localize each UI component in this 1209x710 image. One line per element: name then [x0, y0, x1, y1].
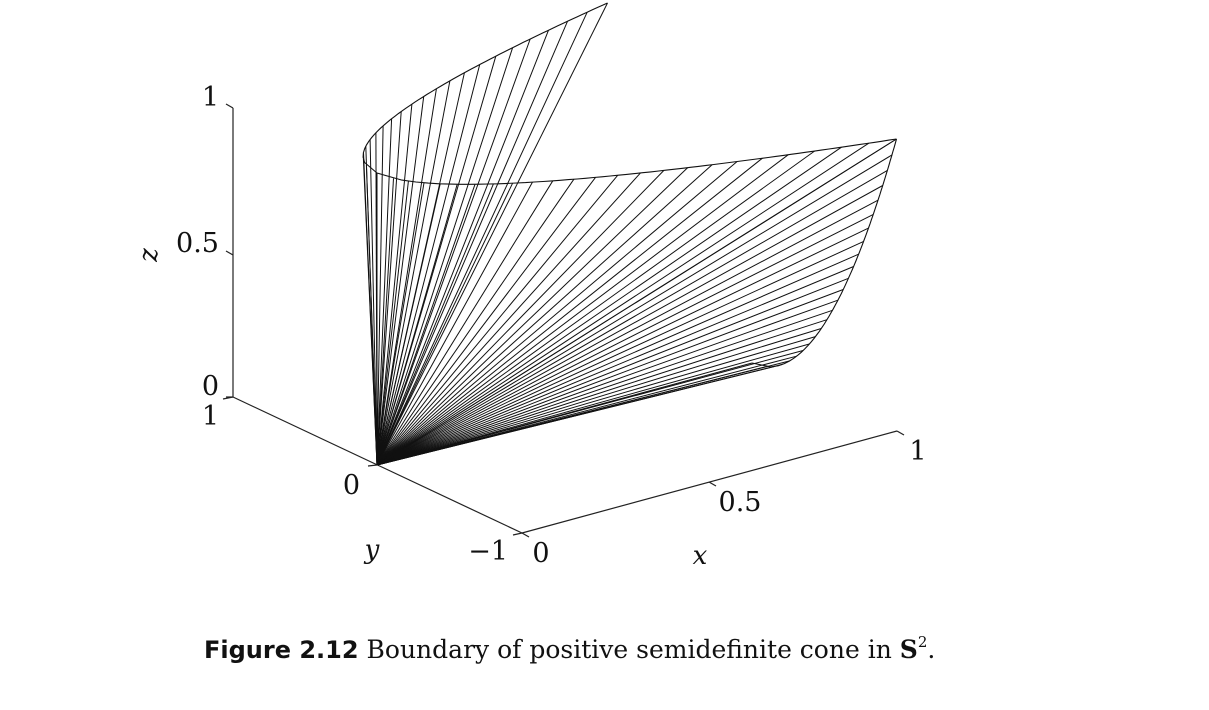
cone-surface-plot: 1 0.5 0 z 1 0 −1 y 0 0.5 1 x [134, 2, 927, 571]
y-tick-label-1: 1 [202, 401, 219, 432]
caption-space-symbol: S [899, 635, 918, 664]
surface-ray-right [376, 213, 874, 466]
surface-ray-top [376, 170, 665, 466]
y-tick-1 [222, 396, 234, 400]
surface-ray-top [376, 180, 554, 466]
surface-ray-top [376, 167, 689, 466]
y-tick-label-minus1: −1 [468, 536, 508, 567]
z-tick-0-5 [225, 250, 234, 256]
surface-right-rim [751, 138, 898, 368]
surface-ray-top [376, 181, 409, 466]
surface-ray-back [376, 56, 497, 466]
figure-number: Figure 2.12 [204, 636, 359, 664]
surface-ray-right [376, 169, 888, 466]
caption-period: . [927, 635, 936, 664]
surface-ray-top [376, 154, 789, 466]
surface-ray-back [376, 11, 588, 466]
surface-ray-right [376, 309, 833, 466]
y-axis-label: y [364, 535, 380, 565]
y-tick-label-0: 0 [343, 470, 360, 501]
surface-ray-back [376, 2, 608, 466]
surface-ray-right [376, 253, 859, 466]
surface-ray-back [369, 139, 378, 466]
surface-ray-top [376, 183, 494, 466]
surface-ray-top [376, 161, 738, 466]
surface-ray-top [376, 157, 763, 466]
axis-labels: 1 0.5 0 z 1 0 −1 y 0 0.5 1 x [134, 82, 927, 571]
surface-ray-back [376, 118, 393, 466]
figure-caption: Figure 2.12 Boundary of positive semidef… [204, 633, 935, 664]
cone-surface [362, 2, 898, 466]
surface-ray-back [376, 72, 465, 466]
surface-ray-top [376, 150, 815, 466]
surface-ray-top [376, 181, 533, 466]
surface-ray-right [376, 319, 828, 466]
surface-ray-back [365, 146, 378, 466]
surface-ray-back [376, 125, 384, 466]
surface-ray-back [376, 47, 514, 466]
surface-ray-right [376, 343, 810, 466]
surface-ray-top [376, 164, 713, 466]
x-axis-label: x [693, 541, 708, 571]
surface-ray-right [376, 240, 864, 466]
surface-ray-back [376, 64, 481, 466]
surface-ray-right [376, 199, 879, 466]
z-tick-label-0-5: 0.5 [176, 228, 219, 259]
surface-ray-right [376, 350, 804, 466]
surface-back-rim [362, 2, 608, 174]
surface-ray-back [376, 96, 425, 466]
surface-ray-back [376, 111, 402, 466]
surface-ray-right [376, 355, 797, 466]
surface-ray-right [376, 154, 893, 466]
surface-ray-right [376, 328, 822, 466]
surface-ray-top [376, 146, 842, 466]
surface-ray-right [376, 299, 839, 466]
surface-top-rim [376, 138, 897, 185]
surface-ray-top [376, 178, 394, 466]
y-tick-0 [367, 464, 378, 467]
caption-text: Boundary of positive semidefinite cone i… [366, 635, 892, 664]
surface-ray-right [376, 277, 849, 466]
surface-ray-back [376, 104, 413, 466]
z-tick-label-0: 0 [202, 371, 219, 402]
surface-ray-top [376, 182, 514, 466]
x-tick-label-0-5: 0.5 [719, 487, 762, 518]
y-tick-minus1 [512, 532, 523, 536]
z-tick-1 [225, 103, 234, 109]
surface-ray-right [376, 336, 816, 466]
surface-ray-top [376, 177, 596, 466]
z-tick-label-1: 1 [202, 82, 219, 113]
surface-ray-right [376, 289, 844, 466]
surface-ray-back [376, 88, 437, 466]
x-tick-0-5 [708, 481, 717, 487]
surface-ray-top [376, 174, 619, 466]
x-tick-label-1: 1 [909, 436, 926, 467]
surface-ray-top [376, 172, 641, 466]
surface-ray-right [376, 185, 883, 466]
surface-ray-back [376, 21, 568, 466]
caption-exponent: 2 [917, 633, 928, 651]
surface-ray-right [376, 266, 854, 466]
surface-ray-back [375, 132, 378, 466]
surface-ray-top [376, 142, 870, 466]
x-tick-0 [521, 532, 530, 538]
surface-ray-right [376, 138, 897, 466]
surface-ray-top [376, 178, 575, 466]
surface-ray-back [376, 80, 451, 466]
surface-ray-right [376, 227, 869, 466]
surface-ray-back [376, 38, 531, 466]
z-axis-label: z [134, 248, 164, 263]
x-tick-label-0: 0 [532, 538, 549, 569]
surface-ray-back [376, 30, 549, 466]
x-tick-1 [896, 430, 905, 436]
